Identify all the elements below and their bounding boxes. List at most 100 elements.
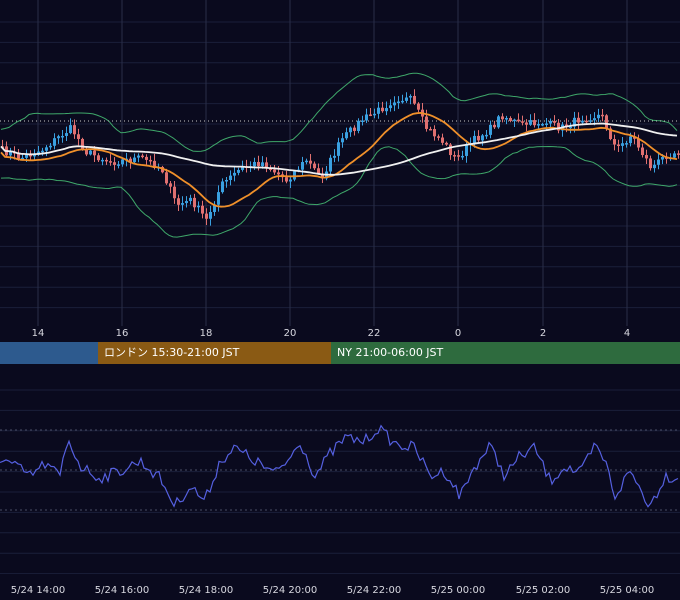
candle-body xyxy=(373,113,376,116)
candle-body xyxy=(621,143,624,146)
candle-body xyxy=(381,107,384,112)
candle-body xyxy=(241,166,244,170)
candle-body xyxy=(357,120,360,131)
date-tick-label: 5/24 20:00 xyxy=(262,585,318,596)
candle-body xyxy=(209,211,212,219)
candle-body xyxy=(21,157,24,160)
date-tick-label: 5/25 04:00 xyxy=(599,585,655,596)
candle-body xyxy=(501,116,504,120)
session-ny: NY 21:00-06:00 JST xyxy=(331,342,680,364)
candle-body xyxy=(369,114,372,116)
candle-body xyxy=(101,159,104,162)
candle-body xyxy=(221,181,224,193)
candle-body xyxy=(437,136,440,138)
candle-body xyxy=(645,155,648,159)
candle-body xyxy=(629,136,632,144)
candle-body xyxy=(237,169,240,173)
candle-body xyxy=(569,126,572,129)
candle-body xyxy=(289,179,292,182)
candle-body xyxy=(197,205,200,208)
candle-body xyxy=(453,155,456,157)
candle-body xyxy=(649,158,652,169)
session-tokyo xyxy=(0,342,98,364)
candle-body xyxy=(33,154,36,157)
candle-body xyxy=(517,119,520,122)
candle-body xyxy=(537,124,540,126)
candle-body xyxy=(305,160,308,163)
candle-body xyxy=(637,138,640,148)
candle-body xyxy=(145,156,148,160)
candle-body xyxy=(541,124,544,126)
time-tick-label: 22 xyxy=(367,328,381,339)
candle-body xyxy=(661,156,664,160)
candle-body xyxy=(529,120,532,125)
price-chart-canvas xyxy=(0,0,680,326)
bollinger-lower-band xyxy=(0,145,678,238)
time-tick-label: 4 xyxy=(623,328,631,339)
candle-body xyxy=(613,139,616,145)
oscillator-chart[interactable] xyxy=(0,366,680,574)
time-tick-label: 18 xyxy=(199,328,213,339)
candle-body xyxy=(17,152,20,159)
candle-body xyxy=(93,150,96,156)
candle-body xyxy=(385,108,388,112)
candle-body xyxy=(49,145,52,148)
candle-body xyxy=(549,120,552,124)
date-tick-label: 5/25 02:00 xyxy=(515,585,571,596)
candle-body xyxy=(353,127,356,131)
candle-body xyxy=(657,159,660,165)
market-sessions-bar: ロンドン 15:30-21:00 JST NY 21:00-06:00 JST xyxy=(0,342,680,364)
candle-body xyxy=(429,128,432,131)
candle-body xyxy=(485,134,488,137)
candle-body xyxy=(401,100,404,103)
candle-body xyxy=(573,117,576,127)
candle-body xyxy=(525,122,528,125)
candle-body xyxy=(405,97,408,101)
time-tick-label: 14 xyxy=(31,328,45,339)
candle-body xyxy=(309,160,312,164)
candle-body xyxy=(121,159,124,165)
candle-body xyxy=(433,129,436,137)
time-tick-label: 0 xyxy=(454,328,462,339)
candle-body xyxy=(189,197,192,202)
candle-body xyxy=(473,135,476,144)
oscillator-chart-canvas xyxy=(0,389,680,574)
candle-body xyxy=(69,125,72,134)
candle-body xyxy=(29,154,32,157)
candle-body xyxy=(509,118,512,121)
candle-body xyxy=(165,172,168,184)
candle-body xyxy=(417,103,420,110)
candle-body xyxy=(533,120,536,126)
price-chart[interactable] xyxy=(0,0,680,326)
candle-body xyxy=(273,169,276,173)
candle-body xyxy=(505,118,508,120)
candle-body xyxy=(365,114,368,121)
candle-body xyxy=(345,132,348,139)
candle-body xyxy=(257,161,260,167)
candle-body xyxy=(553,120,556,123)
candle-body xyxy=(625,143,628,145)
candle-body xyxy=(361,120,364,123)
time-tick-label: 20 xyxy=(283,328,297,339)
candle-body xyxy=(269,168,272,171)
candle-body xyxy=(441,137,444,143)
candle-body xyxy=(229,175,232,180)
candle-body xyxy=(161,166,164,173)
candle-body xyxy=(677,153,680,155)
date-tick-label: 5/24 22:00 xyxy=(346,585,402,596)
candle-body xyxy=(141,155,144,158)
candle-body xyxy=(617,144,620,147)
candle-body xyxy=(449,144,452,156)
moving-average-orange xyxy=(0,111,678,208)
candle-body xyxy=(321,173,324,179)
candle-body xyxy=(293,171,296,180)
candle-body xyxy=(457,155,460,157)
candle-body xyxy=(177,198,180,205)
candle-body xyxy=(673,153,676,158)
candle-body xyxy=(521,121,524,123)
candle-body xyxy=(205,213,208,219)
candle-body xyxy=(497,116,500,128)
candle-body xyxy=(317,168,320,174)
date-tick-label: 5/25 00:00 xyxy=(430,585,486,596)
candle-body xyxy=(97,155,100,161)
